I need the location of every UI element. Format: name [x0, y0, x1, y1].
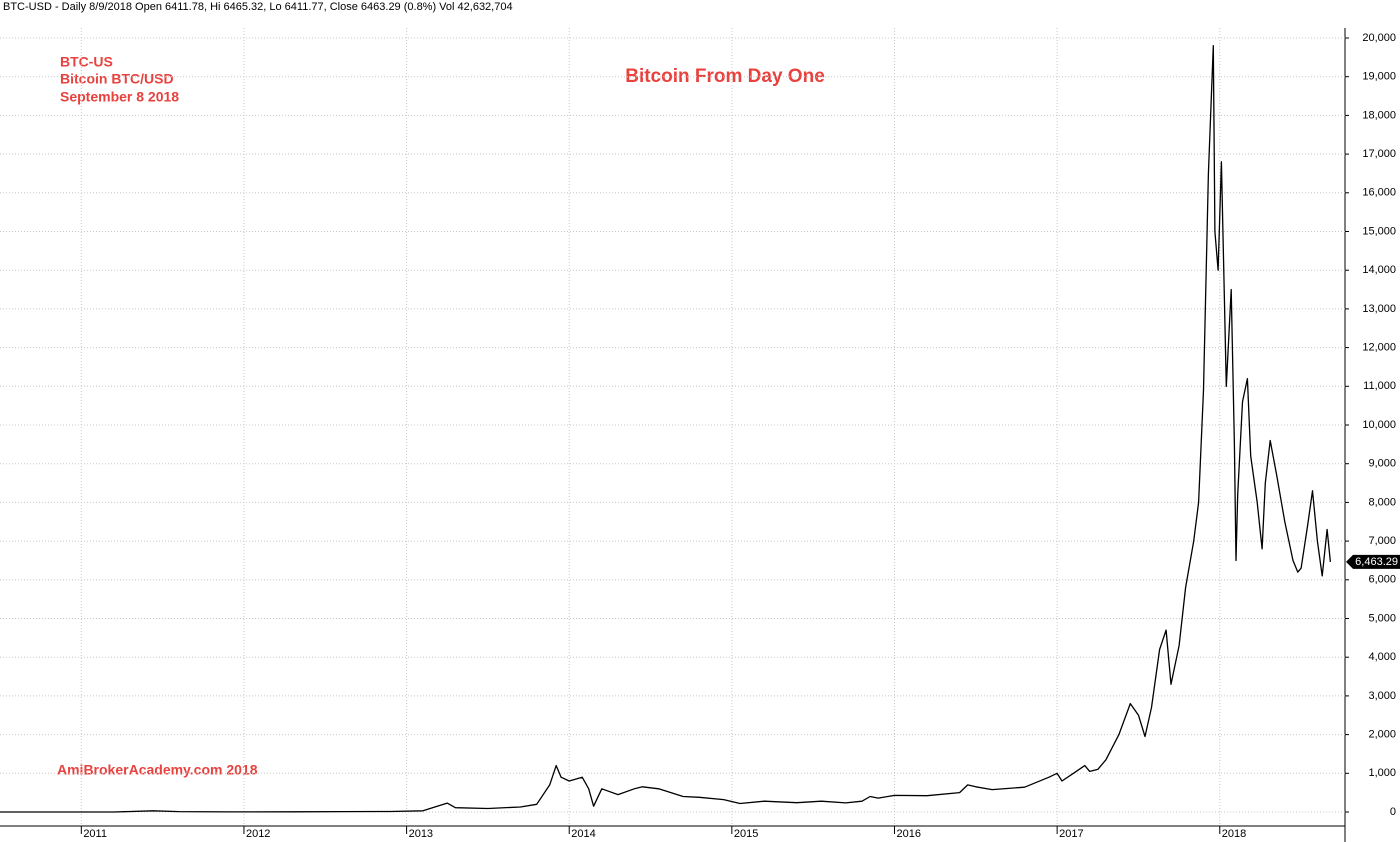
y-tick-label: 1,000	[1368, 767, 1396, 779]
y-tick-label: 10,000	[1362, 419, 1396, 431]
close-marker-label: 6,463.29	[1355, 556, 1398, 568]
header: BTC-USD - Daily 8/9/2018 Open 6411.78, H…	[3, 1, 513, 13]
y-tick-label: 4,000	[1368, 651, 1396, 663]
x-tick-label: 2014	[571, 828, 595, 840]
x-tick-label: 2018	[1222, 828, 1246, 840]
y-tick-label: 7,000	[1368, 535, 1396, 547]
y-tick-label: 20,000	[1362, 32, 1396, 44]
y-tick-label: 11,000	[1363, 380, 1396, 392]
x-tick-label: 2017	[1059, 828, 1083, 840]
y-tick-label: 17,000	[1362, 148, 1396, 160]
y-tick-label: 15,000	[1362, 225, 1396, 237]
y-tick-label: 2,000	[1368, 729, 1396, 741]
annotation: September 8 2018	[60, 89, 179, 105]
y-tick-label: 8,000	[1368, 496, 1396, 508]
footer-note: AmiBrokerAcademy.com 2018	[57, 762, 258, 778]
x-tick-label: 2015	[734, 828, 758, 840]
y-tick-label: 5,000	[1368, 612, 1396, 624]
y-tick-label: 3,000	[1368, 690, 1396, 702]
y-tick-label: 12,000	[1362, 342, 1396, 354]
x-tick-label: 2013	[409, 828, 433, 840]
y-tick-label: 18,000	[1362, 109, 1396, 121]
y-tick-label: 14,000	[1362, 264, 1396, 276]
x-tick-label: 2016	[896, 828, 920, 840]
annotation: Bitcoin BTC/USD	[60, 71, 174, 87]
close-marker	[1346, 554, 1400, 569]
y-tick-label: 19,000	[1362, 71, 1396, 83]
annotation: BTC-US	[60, 54, 113, 70]
chart-title: Bitcoin From Day One	[625, 66, 825, 87]
y-tick-label: 6,000	[1368, 574, 1396, 586]
x-tick-label: 2011	[83, 828, 107, 840]
y-tick-label: 13,000	[1362, 303, 1396, 315]
x-tick-label: 2012	[246, 828, 270, 840]
price-line	[0, 45, 1332, 813]
y-tick-label: 9,000	[1368, 458, 1396, 470]
y-tick-label: 0	[1390, 806, 1396, 818]
y-tick-label: 16,000	[1362, 187, 1396, 199]
